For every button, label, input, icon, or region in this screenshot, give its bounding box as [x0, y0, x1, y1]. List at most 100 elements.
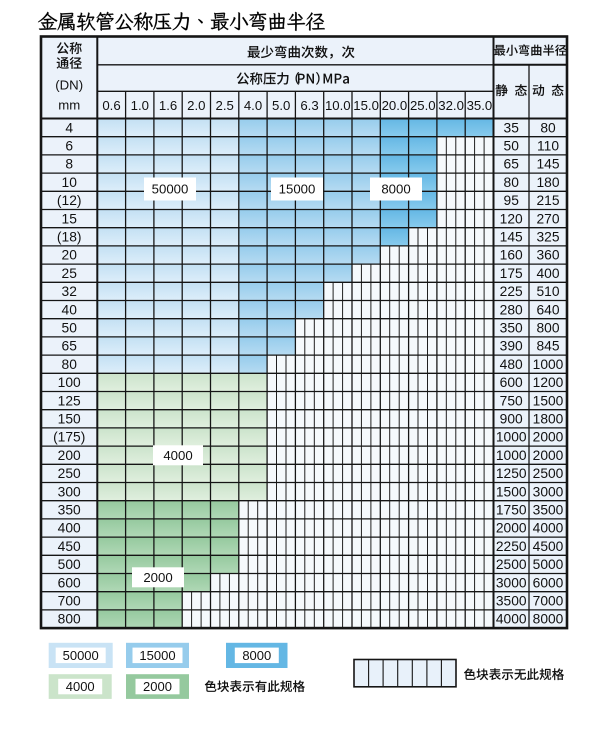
- svg-text:160: 160: [500, 248, 523, 263]
- svg-text:1000: 1000: [496, 430, 527, 445]
- svg-text:325: 325: [536, 230, 559, 245]
- svg-text:8: 8: [65, 157, 73, 172]
- svg-text:5000: 5000: [533, 557, 564, 572]
- svg-text:3000: 3000: [496, 575, 527, 590]
- svg-text:510: 510: [536, 284, 559, 299]
- svg-text:110: 110: [537, 139, 559, 154]
- svg-text:4: 4: [65, 120, 73, 135]
- svg-text:750: 750: [500, 393, 523, 408]
- svg-text:1.6: 1.6: [159, 98, 177, 113]
- svg-text:50: 50: [504, 139, 520, 154]
- svg-text:2000: 2000: [496, 521, 527, 536]
- svg-text:6.3: 6.3: [300, 98, 318, 113]
- svg-text:20: 20: [62, 248, 78, 263]
- svg-text:1500: 1500: [496, 484, 527, 499]
- svg-text:180: 180: [536, 175, 559, 190]
- svg-text:2500: 2500: [533, 466, 564, 481]
- svg-text:50: 50: [62, 321, 78, 336]
- svg-text:35.0: 35.0: [467, 98, 493, 113]
- svg-text:40: 40: [62, 302, 78, 317]
- svg-text:280: 280: [500, 302, 523, 317]
- svg-text:3500: 3500: [496, 594, 527, 609]
- svg-text:32: 32: [62, 284, 77, 299]
- svg-text:1.0: 1.0: [131, 98, 149, 113]
- svg-text:0.6: 0.6: [102, 98, 120, 113]
- svg-text:1000: 1000: [496, 448, 527, 463]
- svg-text:50000: 50000: [152, 182, 189, 197]
- svg-text:4000: 4000: [163, 448, 192, 463]
- svg-text:15000: 15000: [279, 182, 316, 197]
- svg-text:6: 6: [65, 139, 73, 154]
- svg-text:500: 500: [58, 557, 81, 572]
- svg-text:8000: 8000: [381, 182, 410, 197]
- svg-text:1200: 1200: [533, 375, 564, 390]
- svg-text:1250: 1250: [496, 466, 527, 481]
- svg-text:200: 200: [58, 448, 81, 463]
- svg-text:600: 600: [500, 375, 523, 390]
- svg-text:225: 225: [500, 284, 523, 299]
- svg-text:450: 450: [58, 539, 81, 554]
- svg-text:20.0: 20.0: [382, 98, 408, 113]
- svg-text:(12): (12): [57, 193, 82, 208]
- svg-text:25: 25: [62, 266, 78, 281]
- svg-text:4000: 4000: [66, 679, 95, 694]
- svg-text:15.0: 15.0: [353, 98, 379, 113]
- svg-text:350: 350: [58, 503, 81, 518]
- svg-text:(DN): (DN): [55, 78, 83, 93]
- svg-text:80: 80: [540, 120, 556, 135]
- svg-text:4000: 4000: [496, 612, 527, 627]
- svg-text:2500: 2500: [496, 557, 527, 572]
- svg-text:1800: 1800: [533, 412, 564, 427]
- svg-text:95: 95: [504, 193, 520, 208]
- svg-text:65: 65: [504, 157, 520, 172]
- svg-text:8000: 8000: [242, 648, 271, 663]
- svg-text:600: 600: [58, 575, 81, 590]
- svg-text:1500: 1500: [533, 393, 564, 408]
- svg-text:640: 640: [536, 302, 559, 317]
- svg-text:2000: 2000: [143, 570, 172, 585]
- svg-text:700: 700: [58, 594, 81, 609]
- svg-text:(175): (175): [53, 430, 85, 445]
- svg-text:80: 80: [62, 357, 78, 372]
- svg-text:300: 300: [58, 484, 81, 499]
- svg-text:2.5: 2.5: [216, 98, 234, 113]
- svg-text:145: 145: [536, 157, 559, 172]
- svg-text:145: 145: [500, 230, 523, 245]
- svg-text:175: 175: [500, 266, 523, 281]
- svg-text:800: 800: [58, 612, 81, 627]
- svg-text:4000: 4000: [533, 521, 564, 536]
- svg-text:10.0: 10.0: [325, 98, 351, 113]
- svg-text:270: 270: [536, 211, 559, 226]
- svg-text:390: 390: [500, 339, 523, 354]
- svg-text:3000: 3000: [533, 484, 564, 499]
- svg-text:350: 350: [500, 321, 523, 336]
- svg-text:400: 400: [58, 521, 81, 536]
- svg-text:900: 900: [500, 412, 523, 427]
- svg-text:(18): (18): [57, 230, 82, 245]
- svg-text:1750: 1750: [496, 503, 527, 518]
- svg-text:125: 125: [58, 393, 81, 408]
- svg-text:800: 800: [536, 321, 559, 336]
- svg-text:8000: 8000: [533, 612, 564, 627]
- svg-text:250: 250: [58, 466, 81, 481]
- svg-text:15000: 15000: [139, 648, 175, 663]
- svg-text:35: 35: [504, 120, 520, 135]
- svg-text:100: 100: [58, 375, 81, 390]
- svg-text:150: 150: [58, 412, 81, 427]
- svg-text:480: 480: [500, 357, 523, 372]
- svg-text:25.0: 25.0: [410, 98, 436, 113]
- svg-text:15: 15: [62, 211, 78, 226]
- svg-text:2.0: 2.0: [187, 98, 205, 113]
- svg-text:2000: 2000: [533, 448, 564, 463]
- svg-text:400: 400: [536, 266, 559, 281]
- svg-text:2000: 2000: [533, 430, 564, 445]
- svg-text:360: 360: [536, 248, 559, 263]
- svg-text:215: 215: [536, 193, 559, 208]
- svg-text:50000: 50000: [63, 648, 99, 663]
- svg-text:3500: 3500: [533, 503, 564, 518]
- svg-text:120: 120: [500, 211, 523, 226]
- svg-text:80: 80: [504, 175, 520, 190]
- svg-text:65: 65: [62, 339, 78, 354]
- svg-text:2250: 2250: [496, 539, 527, 554]
- svg-text:4.0: 4.0: [244, 98, 262, 113]
